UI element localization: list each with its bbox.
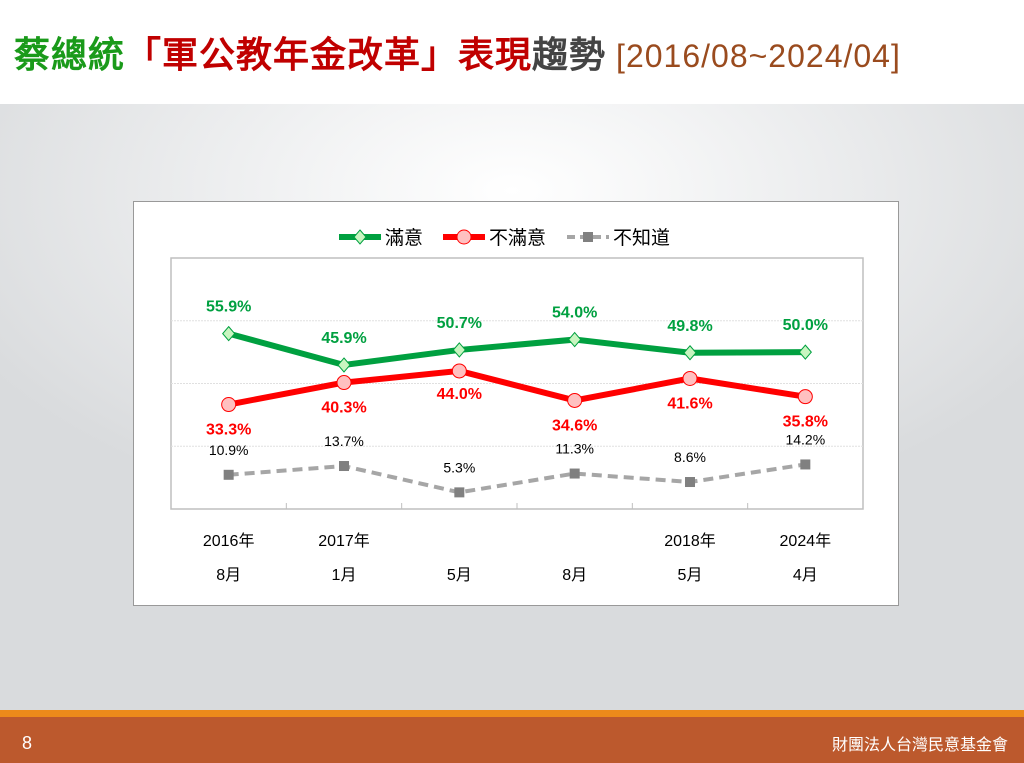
diamond-marker bbox=[452, 342, 466, 358]
data-label: 54.0% bbox=[552, 305, 597, 322]
data-label: 33.3% bbox=[206, 422, 251, 439]
data-label: 11.3% bbox=[555, 441, 594, 457]
data-label: 5.3% bbox=[443, 459, 475, 475]
square-marker bbox=[685, 477, 695, 488]
series-line-不滿意 bbox=[228, 367, 806, 408]
title-part2: 「軍公教年金改革」表現 bbox=[125, 34, 533, 75]
title-part3: 趨勢 bbox=[532, 34, 607, 75]
x-tick-label: 8月 bbox=[216, 567, 241, 584]
x-tick-label: 5月 bbox=[447, 567, 472, 584]
circle-marker bbox=[567, 392, 583, 408]
data-label: 10.9% bbox=[209, 442, 249, 458]
diamond-marker bbox=[683, 344, 697, 361]
data-label: 44.0% bbox=[437, 386, 482, 403]
chart-svg: 2016年 8月 2017年 1月 5月 8月 2018年 5月 2024年 4月 55.9% 45.… bbox=[170, 227, 864, 584]
square-marker bbox=[339, 461, 349, 472]
data-label: 50.0% bbox=[783, 317, 828, 334]
x-tick-label: 4月 bbox=[793, 567, 818, 584]
circle-marker bbox=[336, 375, 352, 391]
diamond-marker bbox=[798, 344, 812, 360]
x-tick-label: 2016年 bbox=[203, 532, 255, 550]
square-marker bbox=[454, 487, 465, 498]
diamond-marker bbox=[353, 229, 367, 245]
page-number: 8 bbox=[22, 733, 33, 753]
circle-marker bbox=[221, 397, 237, 413]
series-line-滿意 bbox=[227, 330, 806, 369]
x-tick-label: 2018年 bbox=[664, 532, 716, 550]
circle-marker bbox=[682, 370, 698, 386]
data-label: 35.8% bbox=[783, 414, 828, 431]
circle-marker bbox=[456, 229, 472, 245]
data-label: 50.7% bbox=[437, 315, 482, 332]
data-label: 40.3% bbox=[321, 400, 366, 417]
legend-label: 滿意 bbox=[385, 227, 423, 249]
title-bar: 蔡總統「軍公教年金改革」表現趨勢 [2016/08~2024/04] bbox=[0, 0, 1024, 104]
data-label: 41.6% bbox=[667, 395, 712, 412]
footer-stripe bbox=[0, 710, 1024, 717]
x-tick-label: 1月 bbox=[332, 567, 357, 584]
square-marker bbox=[569, 468, 580, 479]
data-label: 34.6% bbox=[552, 417, 597, 434]
legend-label: 不滿意 bbox=[489, 227, 546, 249]
circle-marker bbox=[797, 389, 813, 405]
footer: 8 財團法人台灣民意基金會 bbox=[0, 717, 1024, 763]
circle-marker bbox=[451, 363, 467, 379]
line-chart: 2016年 8月 2017年 1月 5月 8月 2018年 5月 2024年 4月 55.9% 45.… bbox=[133, 201, 899, 606]
x-tick-label: 2017年 bbox=[318, 532, 370, 550]
diamond-marker bbox=[222, 325, 236, 342]
data-label: 14.2% bbox=[785, 431, 825, 447]
data-label: 49.8% bbox=[667, 318, 712, 335]
x-tick-label: 2024年 bbox=[780, 532, 832, 550]
page-title: 蔡總統「軍公教年金改革」表現趨勢 [2016/08~2024/04] bbox=[14, 26, 901, 78]
legend-label: 不知道 bbox=[613, 227, 670, 249]
square-marker bbox=[800, 459, 811, 470]
x-tick-label: 8月 bbox=[562, 567, 587, 584]
x-tick-label: 5月 bbox=[678, 567, 703, 584]
diamond-marker bbox=[337, 357, 351, 373]
organization-name: 財團法人台灣民意基金會 bbox=[831, 737, 1008, 754]
title-date-range: [2016/08~2024/04] bbox=[616, 38, 901, 74]
data-label: 13.7% bbox=[324, 433, 364, 449]
data-label: 45.9% bbox=[321, 330, 366, 347]
title-part1: 蔡總統 bbox=[14, 34, 126, 75]
square-marker bbox=[223, 469, 234, 480]
data-label: 55.9% bbox=[206, 299, 251, 316]
square-marker bbox=[583, 232, 593, 242]
data-label: 8.6% bbox=[674, 449, 706, 465]
diamond-marker bbox=[568, 331, 582, 348]
series-line-不知道 bbox=[228, 462, 806, 495]
